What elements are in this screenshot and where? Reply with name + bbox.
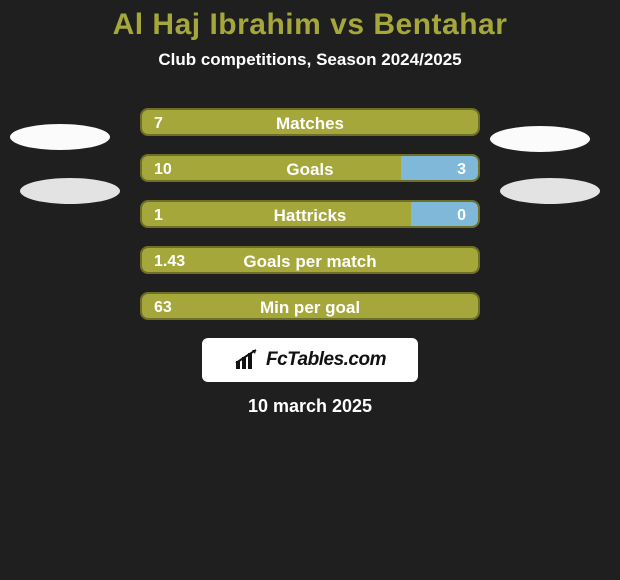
date-line: 10 march 2025: [0, 396, 620, 417]
bar-left: [142, 294, 478, 320]
bar-right: [411, 202, 478, 228]
decorative-ellipse: [500, 178, 600, 204]
decorative-ellipse: [20, 178, 120, 204]
stat-row: Goals103: [0, 154, 620, 182]
stat-value-left: 10: [154, 156, 172, 182]
bar-track: Goals103: [140, 154, 480, 182]
stat-value-left: 7: [154, 110, 163, 136]
stat-row: Goals per match1.43: [0, 246, 620, 274]
bar-left: [142, 248, 478, 274]
bar-track: Matches7: [140, 108, 480, 136]
stat-value-left: 1.43: [154, 248, 185, 274]
bar-left: [142, 156, 401, 182]
page-title: Al Haj Ibrahim vs Bentahar: [0, 0, 620, 42]
bar-right: [401, 156, 478, 182]
stat-row: Min per goal63: [0, 292, 620, 320]
subtitle: Club competitions, Season 2024/2025: [0, 50, 620, 70]
decorative-ellipse: [490, 126, 590, 152]
stat-value-right: 3: [457, 156, 466, 182]
bar-track: Goals per match1.43: [140, 246, 480, 274]
stat-value-left: 1: [154, 202, 163, 228]
barchart-icon: [234, 349, 260, 371]
bar-track: Min per goal63: [140, 292, 480, 320]
logo-text: FcTables.com: [266, 349, 386, 371]
bar-left: [142, 202, 411, 228]
logo-box: FcTables.com: [202, 338, 418, 382]
stat-value-right: 0: [457, 202, 466, 228]
stat-row: Hattricks10: [0, 200, 620, 228]
bar-track: Hattricks10: [140, 200, 480, 228]
stat-value-left: 63: [154, 294, 172, 320]
bar-left: [142, 110, 478, 136]
decorative-ellipse: [10, 124, 110, 150]
